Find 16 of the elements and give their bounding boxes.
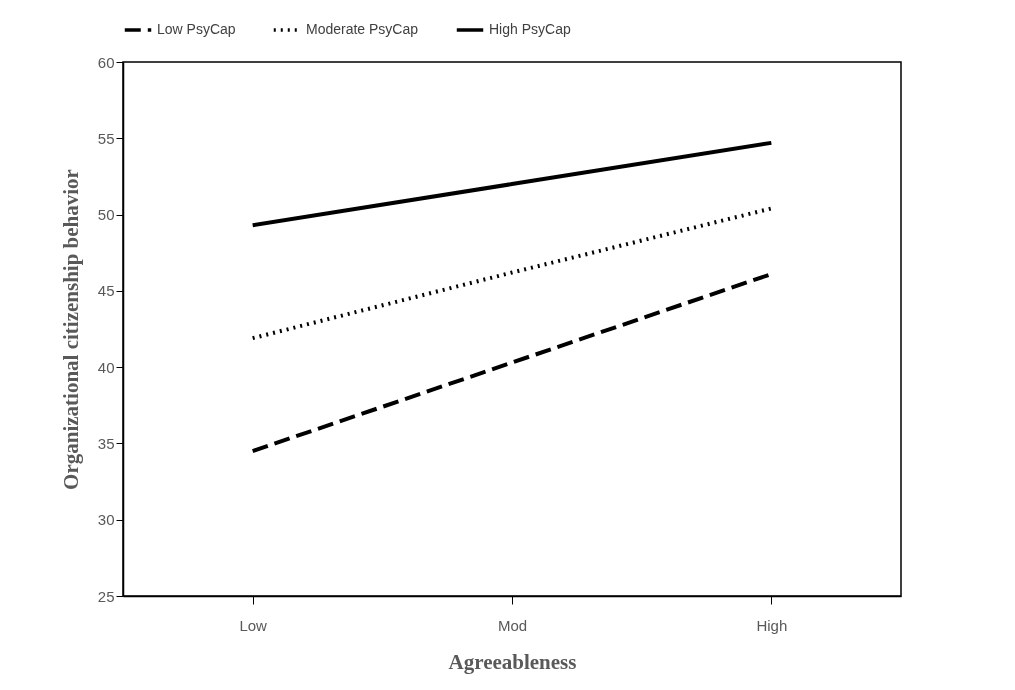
y-tick-label: 45 (97, 282, 115, 300)
x-tick-label: Low (239, 616, 268, 634)
y-tick-label: 35 (97, 434, 115, 452)
x-axis-title: Agreeableness (448, 649, 577, 674)
legend-label: Low PsyCap (157, 21, 236, 37)
legend-label: Moderate PsyCap (306, 21, 419, 37)
y-tick-label: 40 (97, 358, 115, 376)
legend-label: High PsyCap (489, 21, 571, 37)
y-tick-label: 25 (97, 587, 115, 605)
y-axis-title: Organizational citizenship behavior (58, 169, 83, 490)
x-tick-label: High (756, 616, 788, 634)
x-tick-label: Mod (497, 616, 528, 634)
y-tick-label: 30 (97, 511, 115, 529)
y-tick-label: 60 (97, 53, 115, 71)
y-tick-label: 55 (97, 129, 115, 147)
y-tick-label: 50 (97, 206, 115, 224)
